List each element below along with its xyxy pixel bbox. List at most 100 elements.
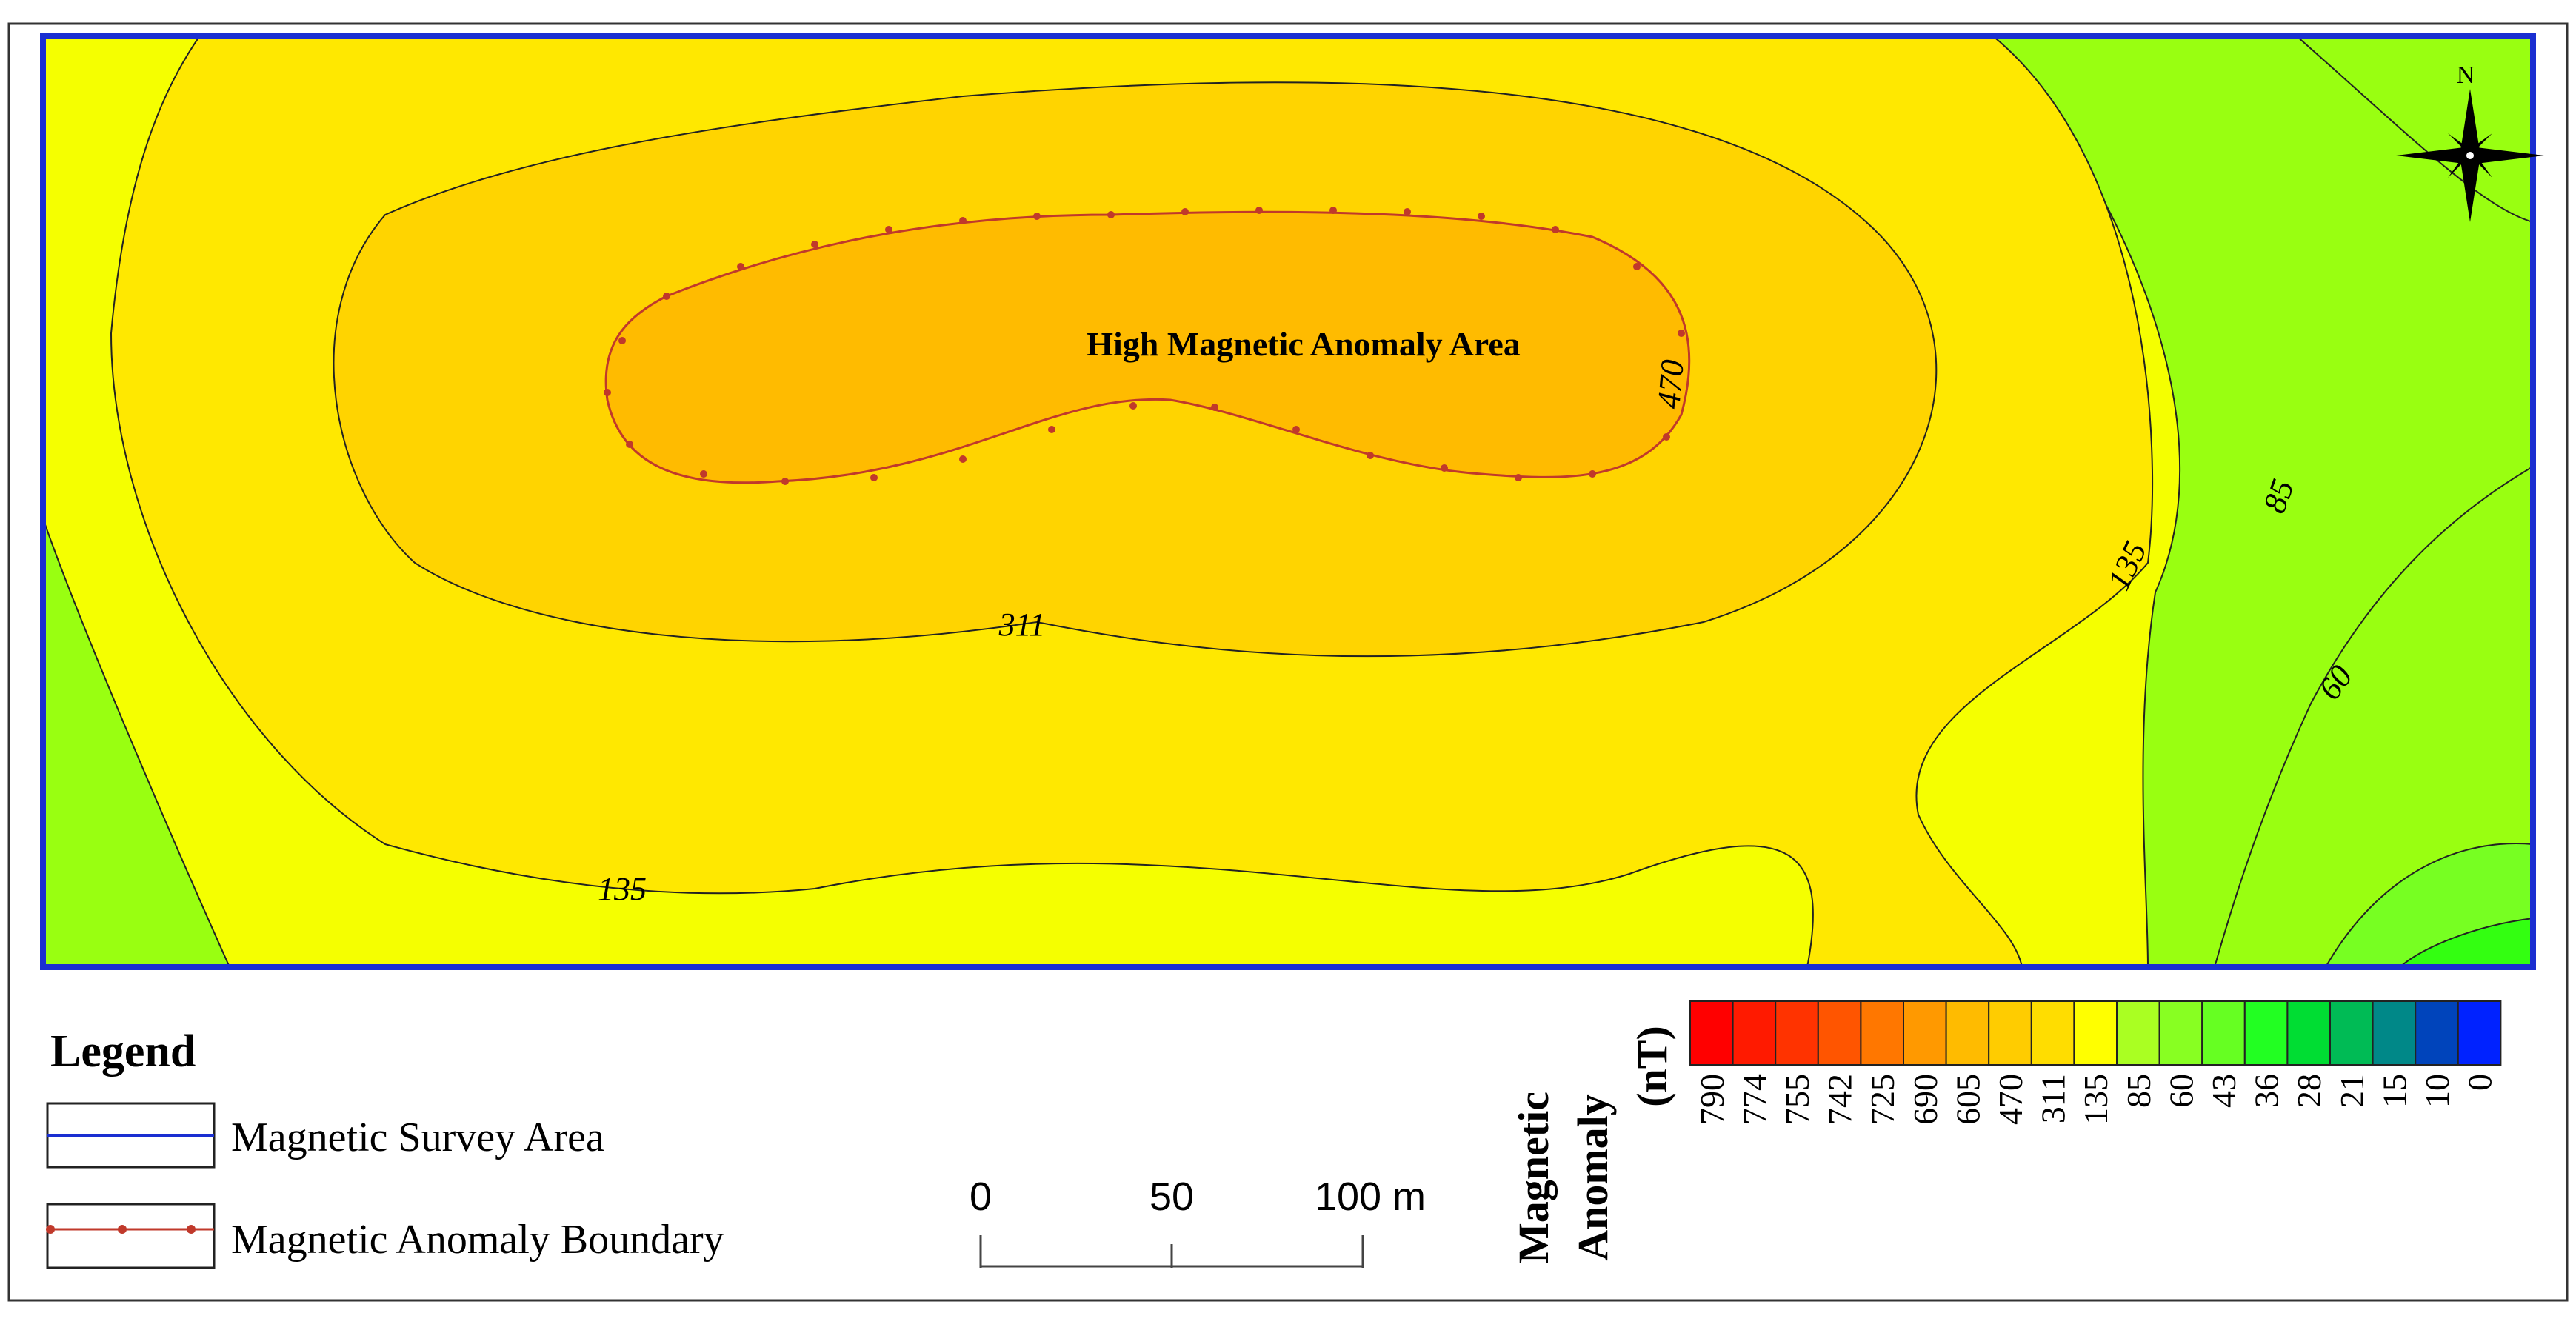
boundary-marker <box>870 474 878 481</box>
boundary-marker <box>1663 433 1670 441</box>
color-ramp: 790 774 755 742 725 690 605 470 311 135 85 60 43 36 28… <box>1689 1000 2502 1125</box>
scale-label-0: 0 <box>970 1174 992 1219</box>
boundary-marker <box>1633 263 1641 270</box>
ramp-label: 10 <box>2418 1074 2456 1108</box>
boundary-marker <box>604 389 611 396</box>
boundary-marker <box>618 337 626 344</box>
ramp-label: 43 <box>2205 1074 2243 1108</box>
ramp-label: 311 <box>2035 1074 2072 1123</box>
boundary-marker <box>885 226 892 233</box>
ramp-label: 60 <box>2162 1074 2200 1108</box>
ramp-label: 15 <box>2375 1074 2413 1108</box>
north-arrow-icon: N <box>2396 61 2544 222</box>
scale-label-100: 100 m <box>1315 1174 1426 1219</box>
anomaly-boundary-markers <box>604 207 1685 485</box>
ramp-swatch <box>1988 1000 2032 1066</box>
ramp-swatch <box>1903 1000 1947 1066</box>
ramp-label: 690 <box>1906 1074 1944 1125</box>
ramp-swatch <box>2329 1000 2374 1066</box>
ramp-title-line-1: Magnetic <box>1509 1092 1558 1263</box>
ramp-label: 135 <box>2077 1074 2115 1125</box>
ramp-swatch <box>2415 1000 2459 1066</box>
ramp-label: 470 <box>1992 1074 2029 1125</box>
boundary-marker <box>626 441 633 448</box>
boundary-marker <box>700 470 707 478</box>
ramp-swatch <box>2073 1000 2118 1066</box>
north-arrow-hub <box>2465 150 2475 161</box>
ramp-swatch <box>1775 1000 1819 1066</box>
boundary-marker <box>1255 207 1263 214</box>
boundary-marker <box>1048 426 1055 433</box>
ramp-label: 605 <box>1949 1074 1986 1125</box>
ramp-title-line-2: Anomaly <box>1569 1094 1617 1261</box>
high-anomaly-label: High Magnetic Anomaly Area <box>1087 325 1521 363</box>
boundary-marker <box>1329 207 1337 214</box>
legend-anomaly-marker <box>118 1225 127 1234</box>
ramp-swatch <box>2457 1000 2502 1066</box>
ramp-swatch <box>1860 1000 1904 1066</box>
boundary-marker <box>1515 474 1522 481</box>
legend-anomaly-marker <box>46 1225 55 1234</box>
boundary-marker <box>1129 402 1137 410</box>
ramp-swatch <box>2286 1000 2331 1066</box>
ramp-swatch <box>2201 1000 2246 1066</box>
ramp-label: 725 <box>1863 1074 1901 1125</box>
north-arrow-south-arm <box>2460 156 2480 222</box>
contour-label-135-south: 135 <box>598 871 647 907</box>
legend-anomaly-marker <box>187 1225 196 1234</box>
boundary-marker <box>1678 330 1685 337</box>
scale-bar: 0 50 100 m <box>970 1174 1426 1268</box>
boundary-marker <box>1367 452 1374 459</box>
ramp-swatch <box>2372 1000 2417 1066</box>
ramp-label: 0 <box>2461 1074 2499 1091</box>
ramp-label: 85 <box>2120 1074 2158 1108</box>
boundary-marker <box>1552 226 1559 233</box>
ramp-label: 36 <box>2248 1074 2286 1108</box>
ramp-label: 755 <box>1778 1074 1816 1125</box>
north-arrow-west-arm <box>2396 147 2470 164</box>
boundary-marker <box>663 293 670 300</box>
ramp-swatch <box>1817 1000 1862 1066</box>
ramp-swatch <box>2030 1000 2075 1066</box>
boundary-marker <box>737 263 744 270</box>
boundary-marker <box>1292 426 1300 433</box>
boundary-marker <box>1589 470 1596 478</box>
north-arrow-north-arm <box>2460 89 2480 156</box>
ramp-label: 28 <box>2290 1074 2328 1108</box>
boundary-marker <box>1441 464 1448 472</box>
ramp-swatch <box>2116 1000 2160 1066</box>
ramp-label: 774 <box>1735 1074 1773 1125</box>
north-arrow-east-arm <box>2470 147 2544 164</box>
ramp-swatch <box>2158 1000 2203 1066</box>
map-frame[interactable] <box>43 36 2533 967</box>
page-border <box>7 22 2569 1302</box>
north-label: N <box>2457 61 2475 89</box>
scale-label-50: 50 <box>1149 1174 1194 1219</box>
ramp-label: 742 <box>1821 1074 1859 1125</box>
boundary-marker <box>959 455 967 463</box>
contour-60 <box>2214 466 2533 967</box>
zone-470 <box>604 210 1691 484</box>
ramp-label: 790 <box>1693 1074 1731 1125</box>
boundary-marker <box>781 478 789 485</box>
contour-label-470: 470 <box>1650 358 1691 410</box>
ramp-swatch <box>2243 1000 2289 1066</box>
boundary-marker <box>811 241 818 248</box>
boundary-marker <box>1107 211 1115 218</box>
boundary-marker <box>1478 213 1485 220</box>
legend-symbol-anomaly-boundary <box>46 1203 216 1269</box>
boundary-marker <box>959 217 967 224</box>
boundary-marker <box>1033 213 1041 220</box>
boundary-marker <box>1211 404 1218 411</box>
ramp-swatch <box>1945 1000 1990 1066</box>
ramp-title-line-3: (nT) <box>1628 1026 1676 1107</box>
boundary-marker <box>1404 208 1411 215</box>
survey-area-boundary <box>40 33 2536 970</box>
contour-label-311: 311 <box>998 606 1046 643</box>
legend-label-anomaly-boundary: Magnetic Anomaly Boundary <box>231 1217 724 1263</box>
boundary-marker <box>1181 208 1189 215</box>
ramp-swatch <box>1732 1000 1777 1066</box>
legend-title: Legend <box>50 1026 196 1077</box>
ramp-swatch <box>1689 1000 1734 1066</box>
